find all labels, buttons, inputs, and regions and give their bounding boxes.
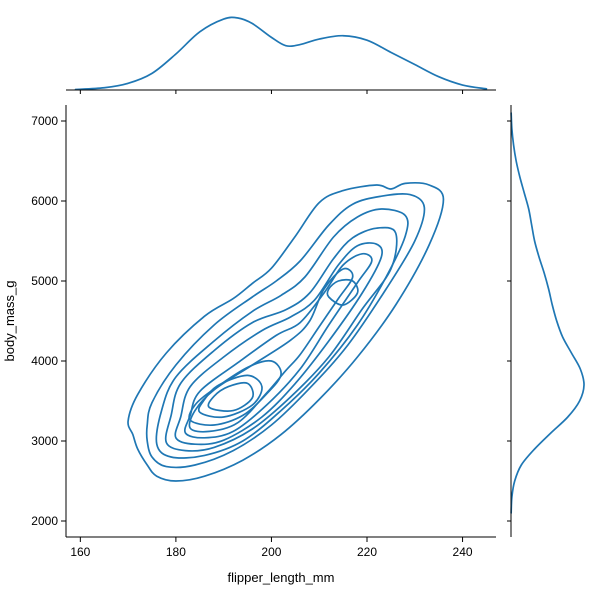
- marginal-y-density: [510, 112, 585, 514]
- y-axis-label: body_mass_g: [2, 281, 17, 362]
- x-tick-label-180: 180: [166, 545, 186, 559]
- contour-level-8: [188, 359, 282, 427]
- y-tick-label-4000: 4000: [31, 354, 58, 368]
- contour-level-5: [174, 242, 384, 446]
- axes-group: 160 180 200 220 240 2000 3000 4000 5000 6000 7000: [31, 90, 511, 559]
- joint-contour-group: [127, 182, 445, 482]
- y-tick-label-3000: 3000: [31, 434, 58, 448]
- y-tick-label-2000: 2000: [31, 514, 58, 528]
- x-tick-label-200: 200: [261, 545, 281, 559]
- x-tick-label-240: 240: [453, 545, 473, 559]
- x-tick-label-220: 220: [357, 545, 377, 559]
- contour-level-4: [164, 226, 398, 452]
- contour-level-2: [145, 192, 426, 469]
- contour-level-11: [326, 278, 359, 306]
- contour-level-9: [197, 374, 263, 419]
- marginal-x-group: [66, 16, 496, 91]
- y-tick-label-5000: 5000: [31, 274, 58, 288]
- contour-level-1: [127, 182, 445, 482]
- marginal-x-density: [74, 16, 488, 91]
- y-tick-label-6000: 6000: [31, 194, 58, 208]
- x-axis-label: flipper_length_mm: [228, 570, 335, 585]
- y-tick-label-7000: 7000: [31, 114, 58, 128]
- contour-level-6: [183, 252, 373, 439]
- x-tick-label-160: 160: [70, 545, 90, 559]
- contour-level-10: [207, 381, 254, 412]
- contour-level-3: [155, 208, 409, 459]
- marginal-y-group: [510, 105, 585, 537]
